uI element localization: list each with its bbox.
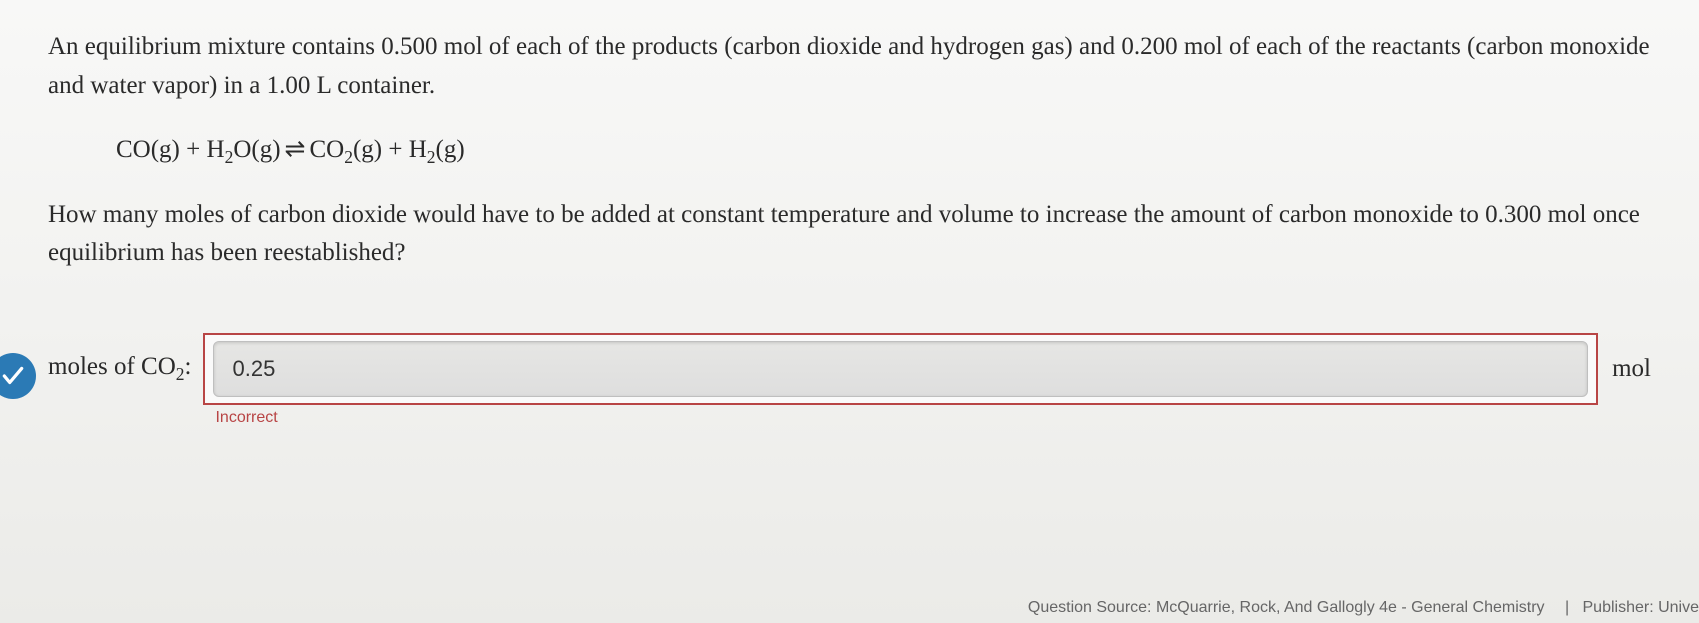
answer-row: moles of CO2: Incorrect mol — [48, 333, 1651, 405]
chemical-equation: CO(g) + H2O(g) ⇌ CO2(g) + H2(g) — [116, 134, 1651, 168]
source-text: McQuarrie, Rock, And Gallogly 4e - Gener… — [1156, 599, 1545, 616]
feedback-label: Incorrect — [215, 409, 277, 427]
equation-lhs2-pre: H — [207, 136, 225, 163]
equation-lhs2-post: O(g) — [233, 136, 280, 163]
problem-paragraph-1: An equilibrium mixture contains 0.500 mo… — [48, 28, 1651, 106]
equation-rhs2-pre: H — [409, 136, 427, 163]
equilibrium-arrow-icon: ⇌ — [285, 134, 306, 164]
equation-lhs1: CO(g) — [116, 136, 180, 163]
equation-rhs2-sub: 2 — [427, 147, 436, 167]
equation-plus1: + — [180, 136, 207, 163]
unit-label: mol — [1612, 355, 1651, 383]
equation-plus2: + — [382, 136, 409, 163]
answer-label-sub: 2 — [176, 364, 185, 384]
source-label: Question Source: — [1028, 599, 1156, 616]
answer-input[interactable] — [213, 341, 1588, 397]
equation-rhs1-post: (g) — [353, 136, 382, 163]
publisher-text: Unive — [1658, 599, 1699, 616]
check-badge-icon[interactable] — [0, 353, 36, 399]
problem-paragraph-2: How many moles of carbon dioxide would h… — [48, 196, 1651, 274]
footer-attribution: Question Source: McQuarrie, Rock, And Ga… — [0, 599, 1699, 617]
equation-rhs1-sub: 2 — [344, 147, 353, 167]
equation-lhs2-sub: 2 — [225, 147, 234, 167]
answer-label-post: : — [185, 353, 192, 380]
equation-rhs2-post: (g) — [436, 136, 465, 163]
answer-label: moles of CO2: — [48, 353, 191, 385]
publisher-label: Publisher: — [1583, 599, 1659, 616]
answer-input-container: Incorrect — [203, 333, 1598, 405]
equation-rhs1-pre: CO — [309, 136, 344, 163]
answer-label-pre: moles of CO — [48, 353, 176, 380]
